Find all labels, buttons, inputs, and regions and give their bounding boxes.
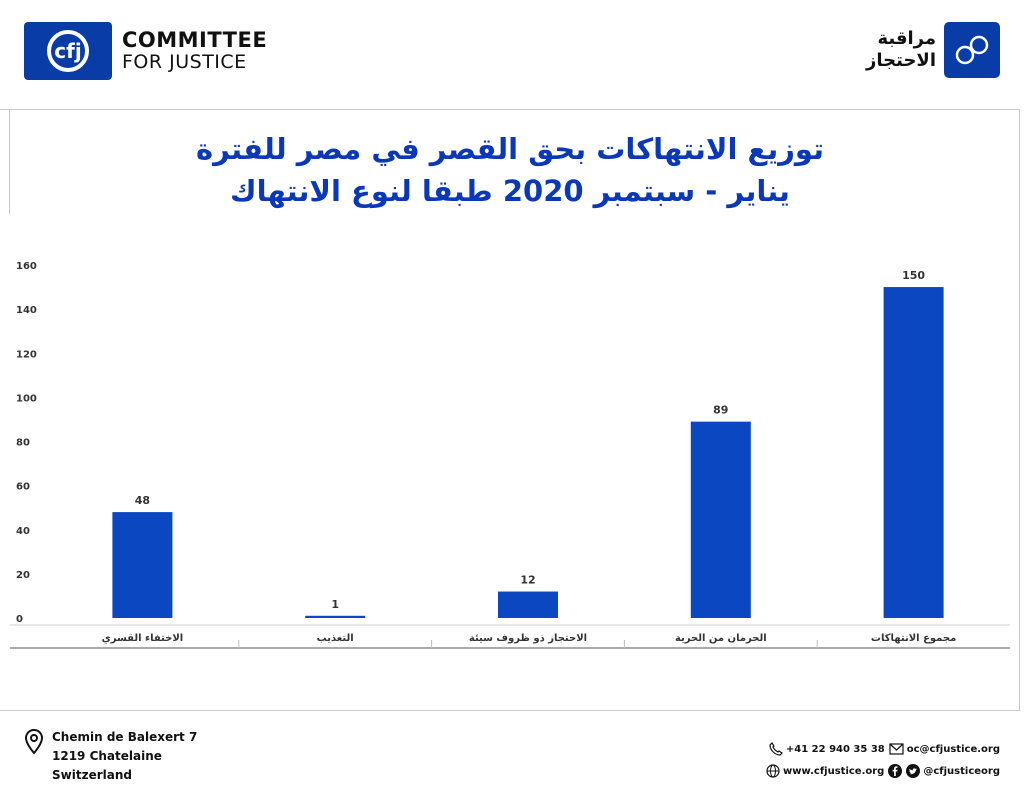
facebook-icon[interactable]	[888, 764, 903, 778]
x-tick-label: التعذيب	[317, 633, 354, 644]
mail-icon	[889, 743, 904, 755]
y-tick-label: 60	[16, 482, 30, 493]
bar	[305, 615, 366, 618]
chart-title: توزيع الانتهاكات بحق القصر في مصر للفترة…	[160, 128, 860, 212]
footer-address-block: Chemin de Balexert 7 1219 Chatelaine Swi…	[24, 728, 197, 785]
email-link[interactable]: oc@cfjustice.org	[906, 743, 1000, 755]
chart-title-line2: يناير - سبتمبر 2020 طبقا لنوع الانتهاك	[230, 174, 790, 208]
bar	[112, 512, 173, 618]
y-tick-label: 120	[16, 349, 37, 360]
detention-monitor-logo: مراقبة الاحتجاز	[866, 22, 1000, 78]
bar-value-label: 48	[135, 494, 150, 507]
twitter-icon[interactable]	[906, 764, 921, 778]
phone-number[interactable]: +41 22 940 35 38	[785, 743, 885, 755]
y-tick-label: 0	[16, 614, 23, 625]
y-tick-label: 160	[16, 261, 37, 272]
x-tick-label: مجموع الانتهاكات	[871, 633, 956, 644]
brand-line2: FOR JUSTICE	[122, 51, 247, 73]
address-line2: 1219 Chatelaine	[52, 749, 162, 763]
bar-value-label: 150	[902, 269, 925, 282]
bar-value-label: 1	[331, 598, 339, 611]
y-tick-label: 20	[16, 570, 30, 581]
bar-value-label: 89	[713, 404, 728, 417]
chart-frame-left-border	[9, 109, 10, 214]
brand-line1: COMMITTEE	[122, 28, 268, 52]
cfj-logo: cfj COMMITTEE FOR JUSTICE	[24, 22, 267, 80]
cfj-logo-mark: cfj	[24, 22, 112, 80]
handcuffs-icon	[944, 22, 1000, 78]
phone-icon	[769, 742, 783, 756]
y-tick-label: 100	[16, 393, 37, 404]
monitor-line2: الاحتجاز	[866, 50, 936, 71]
y-tick-label: 140	[16, 305, 37, 316]
x-tick-label: الاختفاء القسري	[102, 633, 184, 644]
x-tick-label: الحرمان من الحرية	[675, 633, 767, 644]
cfj-logo-glyph-icon: cfj	[47, 30, 89, 72]
bar	[498, 591, 558, 618]
chart-frame	[0, 109, 1020, 711]
bar	[883, 287, 944, 618]
location-pin-icon	[24, 728, 44, 755]
globe-icon	[766, 764, 780, 778]
bar-value-label: 12	[520, 574, 535, 587]
footer-contact-block: +41 22 940 35 38 oc@cfjustice.org www.cf…	[762, 738, 1000, 782]
address-line1: Chemin de Balexert 7	[52, 730, 198, 744]
social-handle[interactable]: @cfjusticeorg	[923, 765, 1000, 777]
x-tick-label: الاحتجاز ذو ظروف سيئة	[469, 633, 587, 644]
website-link[interactable]: www.cfjustice.org	[783, 765, 885, 777]
address-line3: Switzerland	[52, 768, 132, 782]
chart-title-line1: توزيع الانتهاكات بحق القصر في مصر للفترة	[196, 132, 824, 166]
y-tick-label: 40	[16, 526, 30, 537]
bar	[690, 421, 751, 618]
y-tick-label: 80	[16, 438, 30, 449]
monitor-line1: مراقبة	[877, 28, 936, 49]
cfj-logo-mark-text: cfj	[54, 39, 81, 63]
